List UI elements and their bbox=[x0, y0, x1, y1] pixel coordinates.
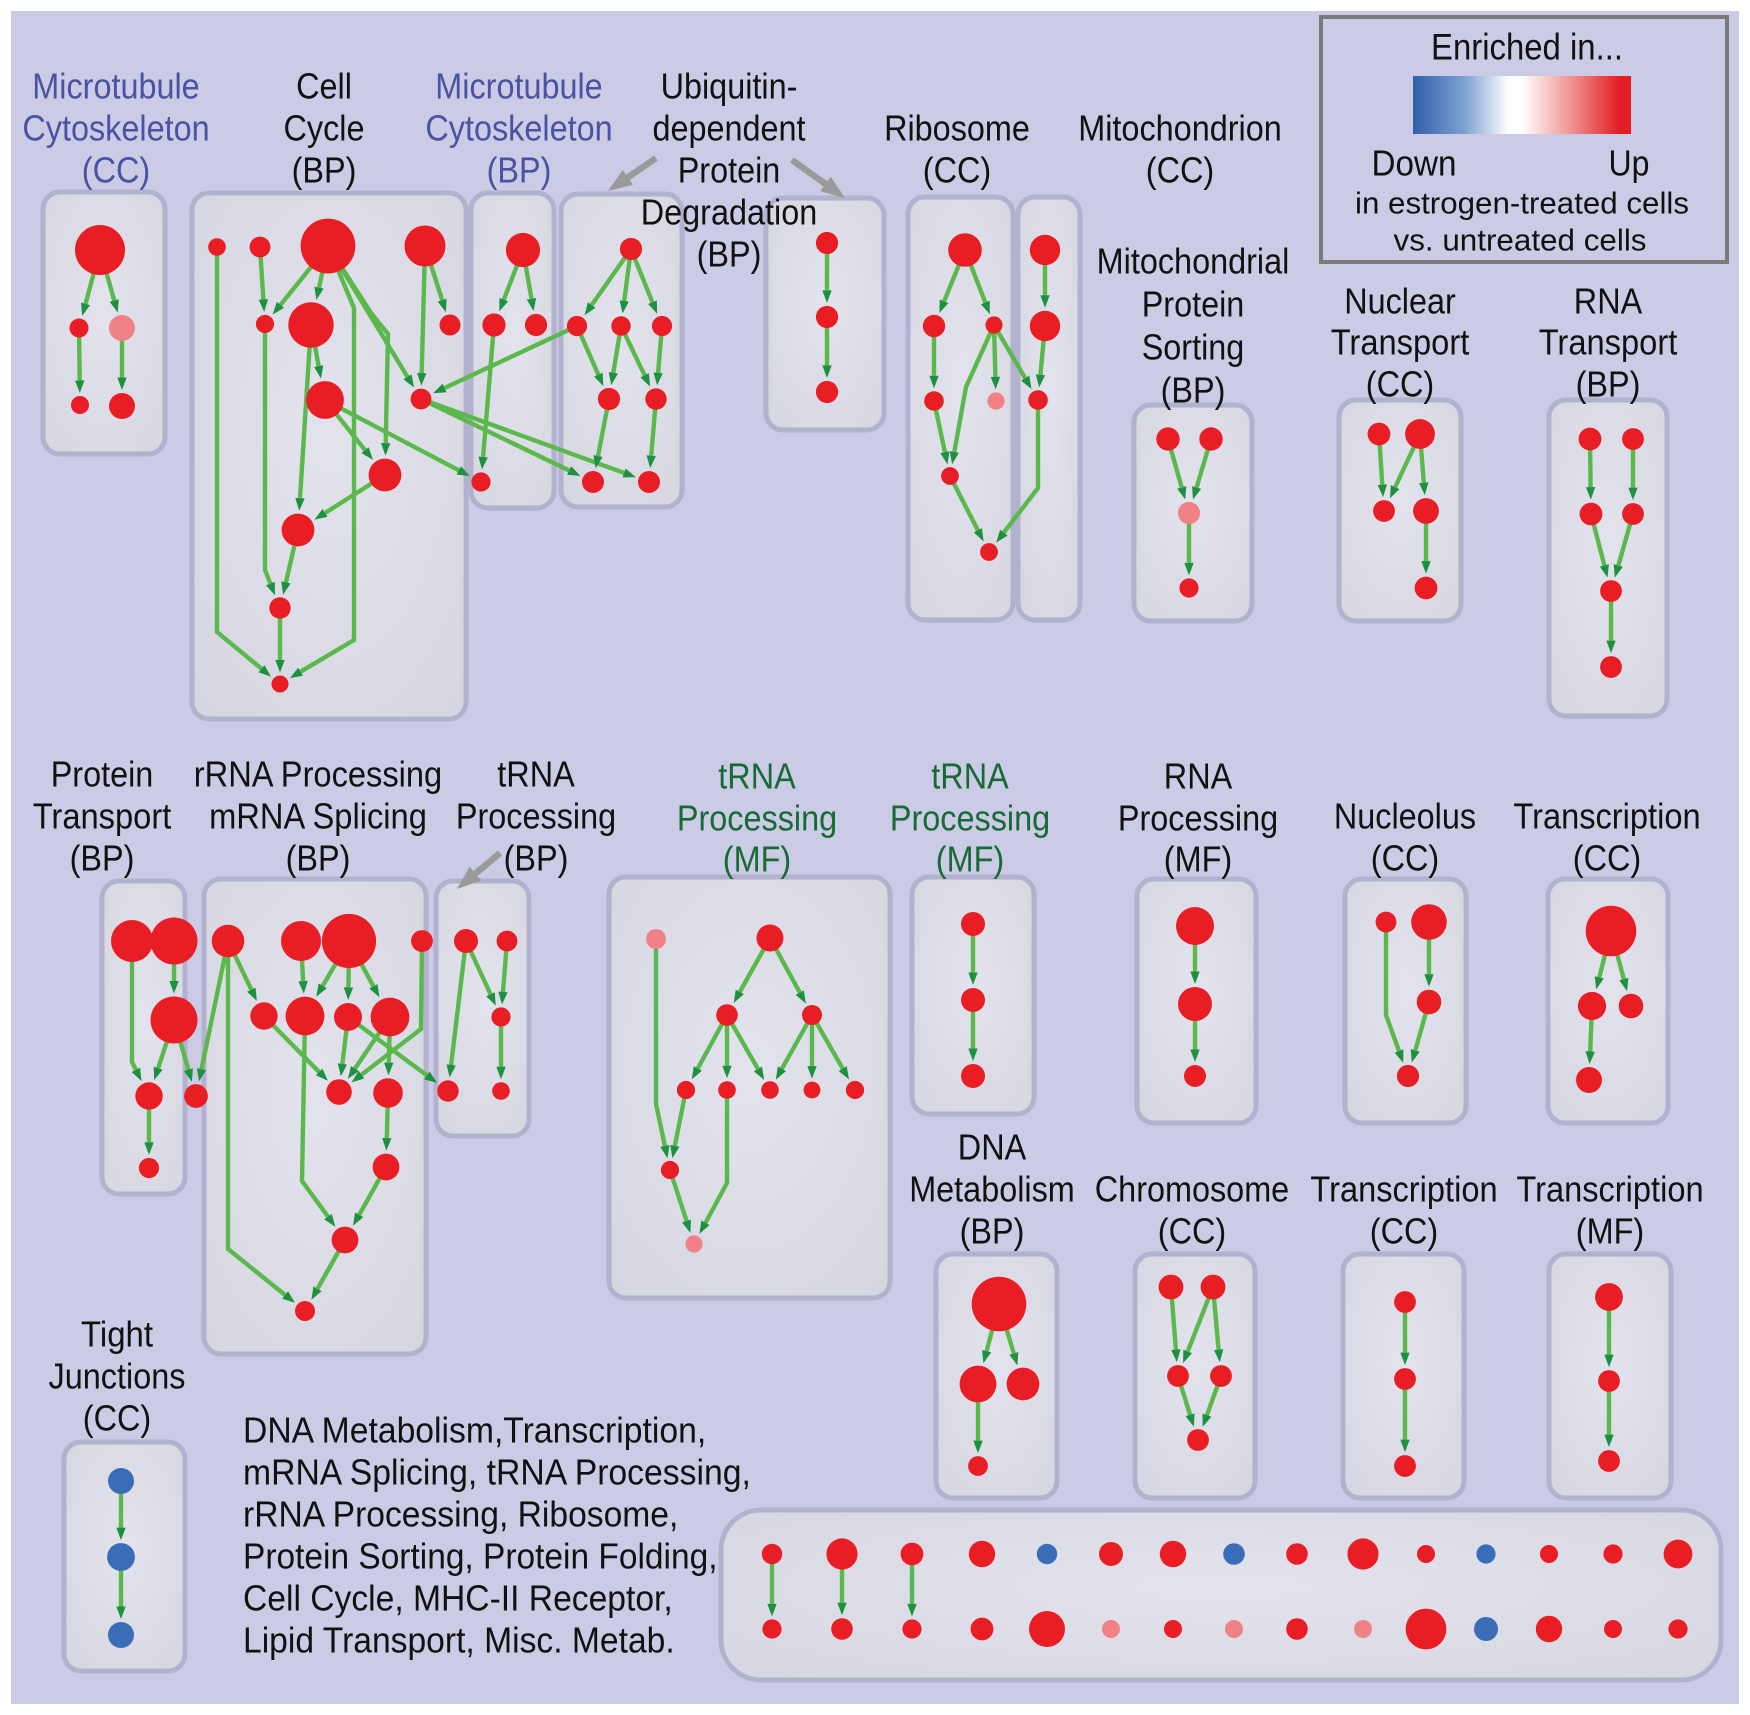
svg-text:Processing: Processing bbox=[1118, 798, 1278, 839]
svg-text:Nucleolus: Nucleolus bbox=[1334, 796, 1476, 837]
svg-text:Ribosome: Ribosome bbox=[884, 108, 1030, 149]
svg-text:Ubiquitin-: Ubiquitin- bbox=[661, 66, 798, 107]
svg-text:tRNA: tRNA bbox=[718, 756, 795, 797]
svg-text:Nuclear: Nuclear bbox=[1344, 281, 1456, 322]
svg-text:(BP): (BP) bbox=[70, 838, 135, 879]
svg-text:(MF): (MF) bbox=[1576, 1211, 1644, 1252]
svg-text:Protein Sorting, Protein Foldi: Protein Sorting, Protein Folding, bbox=[243, 1536, 718, 1577]
svg-text:Processing: Processing bbox=[677, 798, 837, 839]
svg-text:(CC): (CC) bbox=[1158, 1211, 1226, 1252]
svg-text:Cycle: Cycle bbox=[284, 108, 365, 149]
svg-text:vs. untreated cells: vs. untreated cells bbox=[1394, 223, 1647, 258]
svg-text:(CC): (CC) bbox=[1573, 838, 1641, 879]
svg-text:Metabolism: Metabolism bbox=[909, 1169, 1075, 1210]
svg-text:rRNA Processing, Ribosome,: rRNA Processing, Ribosome, bbox=[243, 1494, 678, 1535]
svg-text:DNA Metabolism,Transcription,: DNA Metabolism,Transcription, bbox=[243, 1410, 706, 1451]
svg-text:(CC): (CC) bbox=[1146, 150, 1214, 191]
svg-text:tRNA: tRNA bbox=[497, 754, 574, 795]
svg-text:(BP): (BP) bbox=[487, 150, 552, 191]
svg-text:Microtubule: Microtubule bbox=[435, 66, 602, 107]
svg-text:Transport: Transport bbox=[1331, 322, 1470, 363]
svg-text:(BP): (BP) bbox=[697, 234, 762, 275]
svg-text:Mitochondrial: Mitochondrial bbox=[1097, 241, 1290, 282]
svg-text:(CC): (CC) bbox=[1370, 1211, 1438, 1252]
svg-text:(CC): (CC) bbox=[1366, 364, 1434, 405]
svg-text:(CC): (CC) bbox=[923, 150, 991, 191]
svg-text:(BP): (BP) bbox=[292, 150, 357, 191]
svg-text:Lipid Transport, Misc. Metab.: Lipid Transport, Misc. Metab. bbox=[243, 1620, 675, 1661]
svg-text:(BP): (BP) bbox=[286, 838, 351, 879]
svg-text:Transcription: Transcription bbox=[1310, 1169, 1497, 1210]
svg-text:(CC): (CC) bbox=[83, 1398, 151, 1439]
svg-text:Processing: Processing bbox=[456, 796, 616, 837]
svg-text:Tight: Tight bbox=[81, 1314, 153, 1355]
svg-text:(MF): (MF) bbox=[723, 839, 791, 880]
svg-text:dependent: dependent bbox=[652, 108, 805, 149]
svg-text:DNA: DNA bbox=[958, 1127, 1026, 1168]
svg-text:Cell: Cell bbox=[296, 66, 352, 107]
svg-text:Transport: Transport bbox=[33, 796, 172, 837]
svg-text:(BP): (BP) bbox=[960, 1211, 1025, 1252]
svg-text:Mitochondrion: Mitochondrion bbox=[1078, 108, 1282, 149]
svg-text:Up: Up bbox=[1609, 143, 1650, 184]
svg-text:(CC): (CC) bbox=[1371, 838, 1439, 879]
svg-text:Cytoskeleton: Cytoskeleton bbox=[22, 108, 209, 149]
svg-text:(BP): (BP) bbox=[1161, 370, 1226, 411]
svg-text:RNA: RNA bbox=[1574, 281, 1642, 322]
svg-text:Protein: Protein bbox=[1142, 284, 1245, 325]
svg-text:Transcription: Transcription bbox=[1516, 1169, 1703, 1210]
svg-text:(MF): (MF) bbox=[936, 839, 1004, 880]
svg-text:Microtubule: Microtubule bbox=[32, 66, 199, 107]
svg-text:RNA: RNA bbox=[1164, 756, 1232, 797]
svg-text:(BP): (BP) bbox=[504, 838, 569, 879]
svg-text:(CC): (CC) bbox=[82, 150, 150, 191]
svg-text:Processing: Processing bbox=[890, 798, 1050, 839]
svg-text:Sorting: Sorting bbox=[1142, 327, 1245, 368]
svg-text:mRNA Splicing, tRNA Processing: mRNA Splicing, tRNA Processing, bbox=[243, 1452, 751, 1493]
svg-text:Transcription: Transcription bbox=[1513, 796, 1700, 837]
svg-text:Junctions: Junctions bbox=[49, 1356, 186, 1397]
svg-text:tRNA: tRNA bbox=[931, 756, 1008, 797]
svg-text:Degradation: Degradation bbox=[641, 192, 818, 233]
svg-text:Protein: Protein bbox=[678, 150, 781, 191]
svg-text:rRNA Processing: rRNA Processing bbox=[194, 754, 442, 795]
svg-text:Transport: Transport bbox=[1539, 322, 1678, 363]
svg-text:Cytoskeleton: Cytoskeleton bbox=[425, 108, 612, 149]
svg-text:Chromosome: Chromosome bbox=[1095, 1169, 1289, 1210]
svg-text:mRNA Splicing: mRNA Splicing bbox=[209, 796, 427, 837]
svg-text:Protein: Protein bbox=[51, 754, 154, 795]
svg-text:Cell Cycle, MHC-II Receptor,: Cell Cycle, MHC-II Receptor, bbox=[243, 1578, 673, 1619]
svg-text:in estrogen-treated cells: in estrogen-treated cells bbox=[1355, 186, 1689, 221]
svg-text:Enriched in...: Enriched in... bbox=[1431, 27, 1623, 68]
svg-text:(BP): (BP) bbox=[1576, 364, 1641, 405]
svg-text:(MF): (MF) bbox=[1164, 839, 1232, 880]
svg-text:Down: Down bbox=[1372, 143, 1457, 184]
